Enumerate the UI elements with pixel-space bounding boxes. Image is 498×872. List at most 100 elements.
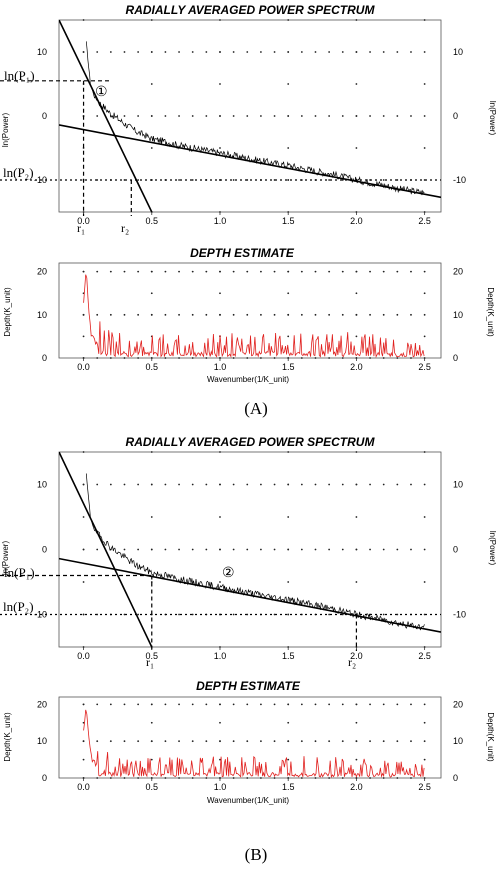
grid-dot xyxy=(219,115,221,117)
grid-dot xyxy=(178,179,180,181)
grid-dot xyxy=(178,51,180,53)
grid-dot xyxy=(164,483,167,486)
grid-dot xyxy=(273,777,276,779)
grid-dot xyxy=(150,51,153,53)
grid-dot xyxy=(273,115,276,117)
grid-dot xyxy=(82,51,85,53)
grid-dot xyxy=(328,115,331,117)
grid-dot xyxy=(82,335,85,338)
grid-dot xyxy=(191,613,194,616)
grid-dot xyxy=(123,115,126,117)
grid-dot xyxy=(191,483,194,486)
grid-dot xyxy=(219,270,221,273)
grid-dot xyxy=(150,758,153,761)
grid-dot xyxy=(396,548,399,551)
grid-dot xyxy=(219,581,221,583)
grid-dot xyxy=(314,483,317,486)
y-tick-label-right: 20 xyxy=(453,267,463,277)
grid-dot xyxy=(96,270,99,273)
grid-dot xyxy=(355,581,358,583)
grid-dot xyxy=(219,516,221,518)
x-tick-label: 1.0 xyxy=(214,782,227,792)
grid-dot xyxy=(232,51,235,53)
grid-dot xyxy=(150,483,153,486)
y-tick-label-right: -10 xyxy=(453,610,466,620)
grid-dot xyxy=(341,548,344,551)
ylabel-right: ln(Power) xyxy=(488,101,497,136)
x-tick-label: 1.5 xyxy=(282,651,295,661)
grid-dot xyxy=(423,83,426,85)
depth-plot-a: 0.0 0.5 1.0 1.5 2.0 2.5 0 0 10 10 20 20 xyxy=(37,262,463,372)
grid-dot xyxy=(109,270,112,273)
ylabel-right: ln(Power) xyxy=(488,531,497,566)
grid-dot xyxy=(410,548,412,551)
grid-dot xyxy=(287,483,290,486)
grid-dot xyxy=(137,703,140,706)
grid-dot xyxy=(232,357,235,359)
grid-dot xyxy=(423,335,426,338)
grid-dot xyxy=(423,483,426,486)
x-tick-label: 2.0 xyxy=(350,216,363,226)
grid-dot xyxy=(369,548,371,551)
grid-dot xyxy=(260,313,262,316)
grid-dot xyxy=(355,313,358,316)
grid-dot xyxy=(219,83,221,85)
y-tick-label-left: 10 xyxy=(37,47,47,57)
grid-dot xyxy=(82,581,85,583)
grid-dot xyxy=(341,740,344,743)
fit-line-shallow xyxy=(59,557,441,633)
r1-label: r₁ xyxy=(77,221,85,235)
panel-b: RADIALLY AVERAGED POWER SPECTRUM 0.0 0.5 1… xyxy=(0,435,497,864)
grid-dot xyxy=(109,703,112,706)
grid-dot xyxy=(355,721,358,724)
grid-dot xyxy=(260,740,262,743)
plot-frame xyxy=(58,451,442,648)
grid-dot xyxy=(396,313,399,316)
grid-dot xyxy=(232,313,235,316)
grid-dot xyxy=(150,516,153,518)
grid-dot xyxy=(164,51,167,53)
grid-dot xyxy=(355,548,358,551)
grid-dot xyxy=(109,740,112,743)
x-tick-label: 2.5 xyxy=(418,651,431,661)
grid-dot xyxy=(355,758,358,761)
grid-dot xyxy=(273,703,276,706)
ln-p2-label: ln(P₂) xyxy=(3,599,34,614)
grid-dot xyxy=(396,51,399,53)
grid-dot xyxy=(137,179,140,181)
grid-dot xyxy=(150,83,153,85)
grid-dot xyxy=(287,83,290,85)
grid-dot xyxy=(355,451,358,453)
x-tick-label: 1.5 xyxy=(282,216,295,226)
x-tick-label: 2.5 xyxy=(418,782,431,792)
grid-dot xyxy=(246,548,249,551)
grid-dot xyxy=(382,270,385,273)
grid-dot xyxy=(287,335,290,338)
x-tick-label: 1.5 xyxy=(282,782,295,792)
grid-dot xyxy=(246,270,249,273)
grid-dot xyxy=(300,270,303,273)
grid-dot xyxy=(355,740,358,743)
grid-dot xyxy=(150,548,153,551)
grid-dot xyxy=(369,115,371,117)
grid-dot xyxy=(355,335,358,338)
grid-dot xyxy=(369,313,371,316)
y-tick-label-right: 10 xyxy=(453,310,463,320)
grid-dot xyxy=(341,51,344,53)
grid-dot xyxy=(96,51,99,53)
grid-dot xyxy=(123,740,126,743)
x-tick-label: 0.5 xyxy=(146,216,159,226)
grid-dot xyxy=(82,483,85,486)
grid-dot xyxy=(82,721,85,724)
depth-plot-b: 0.0 0.5 1.0 1.5 2.0 2.5 0 0 10 10 20 20 xyxy=(37,696,463,792)
y-tick-label-left: 10 xyxy=(37,480,47,490)
grid-dot xyxy=(123,357,126,359)
grid-dot xyxy=(410,270,412,273)
grid-dot xyxy=(410,483,412,486)
grid-dot xyxy=(287,115,290,117)
grid-dot xyxy=(355,292,358,295)
grid-dot xyxy=(314,548,317,551)
y-tick-label-left: 10 xyxy=(37,736,47,746)
r2-label: r₂ xyxy=(348,655,356,669)
fit-line-shallow xyxy=(59,124,441,199)
